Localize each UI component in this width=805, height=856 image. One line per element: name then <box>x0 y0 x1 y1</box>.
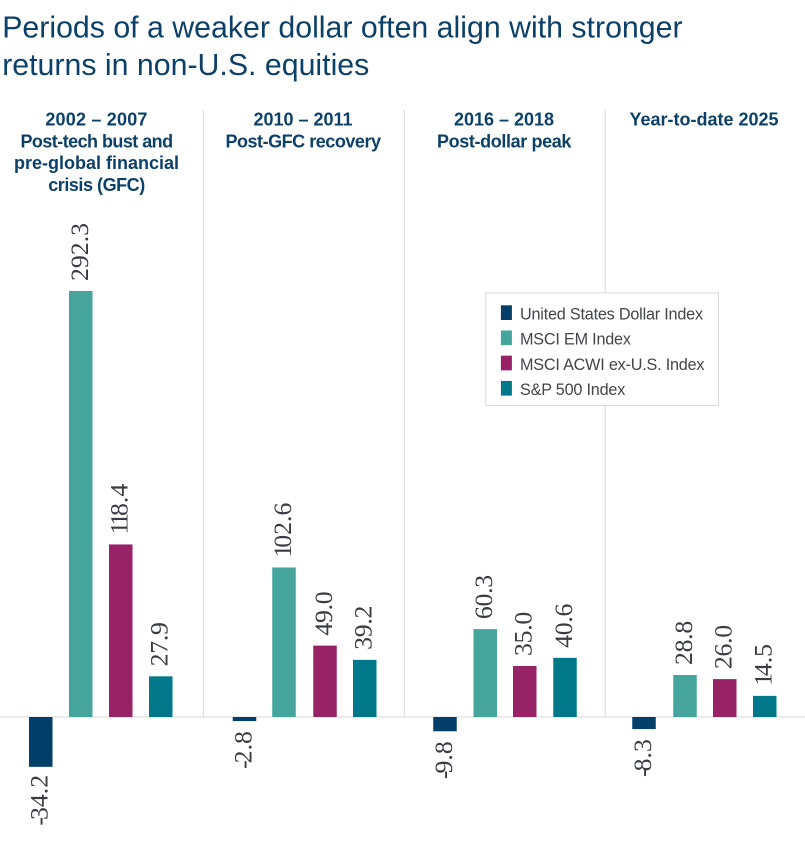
svg-text:MSCI ACWI ex-U.S. Index: MSCI ACWI ex-U.S. Index <box>520 356 704 374</box>
svg-text:35.0: 35.0 <box>509 612 538 656</box>
svg-text:pre-global financial: pre-global financial <box>14 153 179 173</box>
svg-text:-2.8: -2.8 <box>229 731 258 769</box>
svg-text:2002 – 2007: 2002 – 2007 <box>45 110 147 130</box>
svg-text:27.9: 27.9 <box>145 622 174 666</box>
svg-text:Year-to-date 2025: Year-to-date 2025 <box>629 110 778 130</box>
svg-text:-8.3: -8.3 <box>628 739 657 777</box>
svg-text:49.0: 49.0 <box>309 592 338 636</box>
svg-text:Periods of a weaker dollar oft: Periods of a weaker dollar often align w… <box>2 12 682 45</box>
svg-text:returns in non-U.S. equities: returns in non-U.S. equities <box>2 49 369 82</box>
svg-text:60.3: 60.3 <box>469 575 498 619</box>
svg-text:102.6: 102.6 <box>268 503 297 558</box>
svg-text:14.5: 14.5 <box>749 644 778 686</box>
svg-text:39.2: 39.2 <box>349 606 378 650</box>
svg-text:United States Dollar Index: United States Dollar Index <box>520 305 703 323</box>
svg-text:292.3: 292.3 <box>65 223 94 281</box>
svg-text:26.0: 26.0 <box>709 625 738 669</box>
svg-text:40.6: 40.6 <box>549 603 578 647</box>
svg-text:crisis (GFC): crisis (GFC) <box>48 175 145 195</box>
svg-text:2016 – 2018: 2016 – 2018 <box>454 110 554 130</box>
svg-text:S&P 500 Index: S&P 500 Index <box>520 381 625 399</box>
svg-text:Post-dollar peak: Post-dollar peak <box>437 131 572 151</box>
svg-text:28.8: 28.8 <box>669 621 698 665</box>
svg-text:-34.2: -34.2 <box>25 775 54 826</box>
svg-text:Post-tech bust and: Post-tech bust and <box>20 131 172 151</box>
svg-text:2010 – 2011: 2010 – 2011 <box>253 110 352 130</box>
svg-text:-9.8: -9.8 <box>429 741 458 779</box>
svg-text:MSCI EM Index: MSCI EM Index <box>520 331 631 349</box>
svg-text:118.4: 118.4 <box>105 484 134 535</box>
svg-text:Post-GFC recovery: Post-GFC recovery <box>225 131 381 151</box>
